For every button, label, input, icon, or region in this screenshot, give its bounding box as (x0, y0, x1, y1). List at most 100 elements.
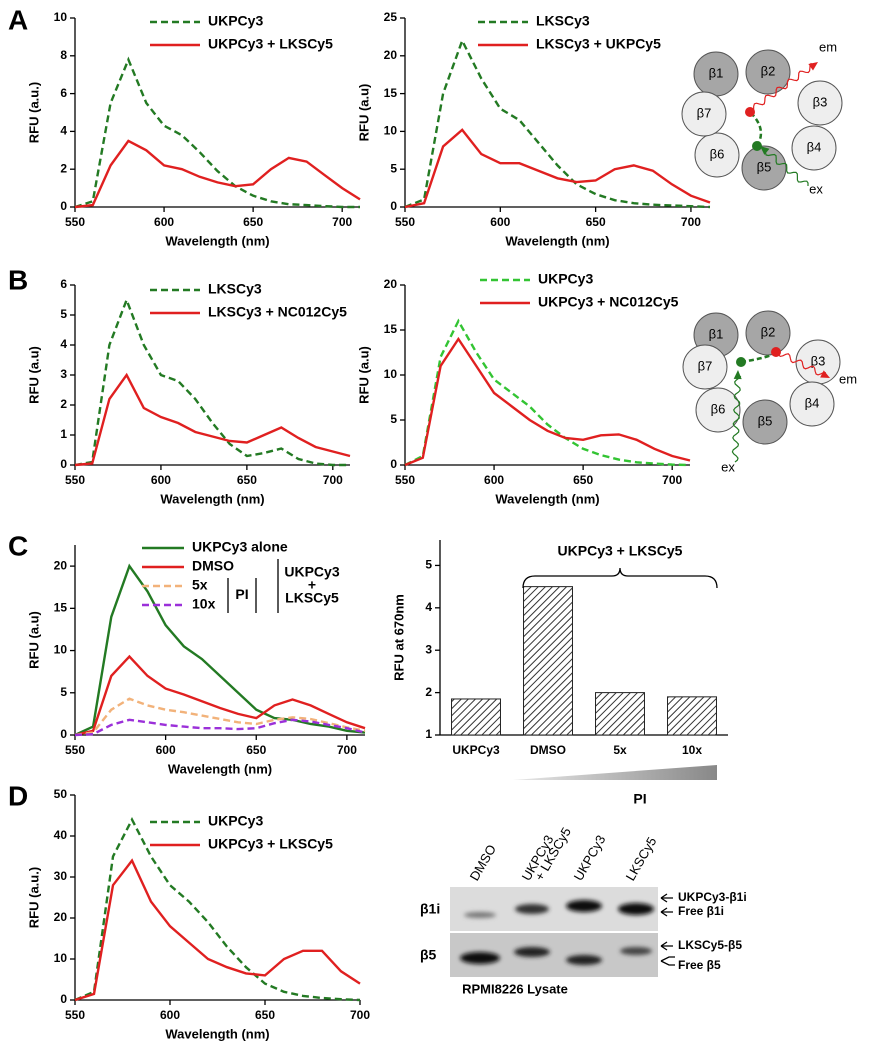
bracket (522, 567, 718, 589)
fluorophore (736, 357, 746, 367)
y-tick-label: 5 (390, 412, 397, 426)
series-line (74, 718, 366, 737)
series-line (404, 336, 691, 467)
x-tick-label: 600 (484, 473, 504, 487)
subunit-label: β1 (709, 65, 724, 80)
x-axis-label: Wavelength (nm) (168, 761, 272, 776)
y-axis-label: RFU (a.u) (356, 84, 371, 142)
subunit (789, 381, 835, 427)
lane-label: LKSCy5 (623, 834, 660, 883)
x-tick-label: 5x (613, 743, 627, 757)
y-axis-label: RFU (a.u) (26, 611, 41, 669)
arrow-head (808, 62, 818, 71)
excitation-label: ex (721, 459, 735, 474)
y-tick-label: 5 (425, 558, 432, 572)
emission-label: em (839, 371, 857, 386)
y-tick-label: 10 (54, 643, 68, 657)
subunit (695, 387, 741, 433)
x-tick-label: 600 (160, 1008, 180, 1022)
linker (749, 111, 763, 147)
y-tick-label: 1 (425, 727, 432, 741)
x-tick-label: 650 (573, 473, 593, 487)
legend-label: LKSCy3 + NC012Cy5 (208, 304, 347, 320)
subunit (797, 80, 843, 126)
legend-label: UKPCy3 + LKSCy5 (208, 36, 333, 52)
x-tick-label: 600 (156, 743, 176, 757)
y-tick-label: 5 (60, 685, 67, 699)
signal-arrow (747, 62, 812, 114)
bar (595, 692, 645, 736)
x-axis-label: Wavelength (nm) (495, 491, 599, 506)
legend-label: 10x (192, 596, 216, 612)
bar (667, 696, 717, 736)
excitation-label: ex (809, 181, 823, 196)
panel-label: D (8, 780, 28, 811)
y-tick-label: 4 (60, 337, 67, 351)
y-tick-label: 6 (60, 277, 67, 291)
band-label: LKSCy5-β5 (678, 938, 742, 952)
subunit (791, 125, 837, 171)
subunit-label: β6 (710, 146, 725, 161)
series-line (74, 858, 361, 1002)
y-tick-label: 0 (60, 457, 67, 471)
x-tick-label: 700 (323, 473, 343, 487)
x-tick-label: 550 (395, 473, 415, 487)
subunit-label: β4 (807, 139, 822, 154)
legend-label: UKPCy3 (208, 813, 263, 829)
y-tick-label: 15 (54, 601, 68, 615)
gradient-label: PI (633, 791, 646, 807)
x-tick-label: 700 (662, 473, 682, 487)
y-axis-label: RFU (a.u) (26, 346, 41, 404)
x-tick-label: DMSO (530, 743, 566, 757)
x-tick-label: UKPCy3 (452, 743, 500, 757)
legend-label: UKPCy3 + LKSCy5 (208, 836, 333, 852)
subunit-label: β3 (813, 94, 828, 109)
x-tick-label: 650 (246, 743, 266, 757)
series-line (404, 318, 691, 467)
arrow-head (733, 370, 742, 380)
subunit-label: β6 (711, 401, 726, 416)
subunit-label: β1 (709, 326, 724, 341)
y-tick-label: 20 (384, 277, 398, 291)
x-axis-label: Wavelength (nm) (165, 233, 269, 248)
arrow-head (820, 370, 830, 378)
y-tick-label: 2 (60, 397, 67, 411)
bar (451, 698, 501, 736)
y-axis-label: RFU (a.u.) (26, 82, 41, 143)
y-tick-label: 0 (390, 199, 397, 213)
y-tick-label: 1 (60, 427, 67, 441)
signal-arrow (731, 375, 742, 463)
panel-label: C (8, 530, 28, 561)
x-tick-label: 550 (65, 215, 85, 229)
y-tick-label: 4 (60, 124, 67, 138)
row-label: β1i (420, 901, 440, 917)
bracket-label: UKPCy3 + LKSCy5 (558, 543, 683, 559)
panel-label: A (8, 4, 28, 35)
x-tick-label: 650 (255, 1008, 275, 1022)
series-line (74, 139, 361, 209)
series-line (74, 372, 351, 467)
bracket-label: LKSCy5 (285, 590, 339, 606)
y-tick-label: 40 (54, 828, 68, 842)
lane-label: UKPCy3 (571, 833, 609, 884)
x-axis-label: Wavelength (nm) (160, 491, 264, 506)
subunit (682, 344, 728, 390)
bracket-label: UKPCy3 (284, 564, 339, 580)
gel-image (450, 887, 675, 977)
panel-label: B (8, 264, 28, 295)
y-axis-label: RFU (a.u) (356, 346, 371, 404)
subunit (694, 132, 740, 178)
band-label: UKPCy3-β1i (678, 890, 747, 904)
y-tick-label: 0 (60, 727, 67, 741)
series-line (74, 296, 350, 467)
y-tick-label: 3 (60, 367, 67, 381)
subunit-label: β4 (805, 395, 820, 410)
bar (523, 586, 573, 736)
x-tick-label: 700 (681, 215, 701, 229)
subunit-label: β2 (761, 324, 776, 339)
y-tick-label: 10 (384, 367, 398, 381)
x-tick-label: 600 (151, 473, 171, 487)
lane-label: DMSO (467, 842, 499, 883)
y-tick-label: 50 (54, 787, 68, 801)
